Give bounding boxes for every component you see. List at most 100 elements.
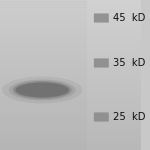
Bar [0, 39, 141, 40]
Bar [0, 129, 141, 130]
Bar [0, 111, 87, 112]
Bar [0, 77, 87, 78]
Bar [0, 148, 141, 149]
Bar [0, 34, 141, 35]
Bar [0, 41, 87, 42]
Bar [0, 104, 87, 105]
Bar [0, 70, 87, 71]
Bar [0, 97, 87, 98]
Bar [0, 56, 87, 57]
Bar [0, 100, 87, 101]
Bar [0, 36, 141, 37]
Bar [0, 119, 141, 120]
Bar [0, 67, 87, 68]
Bar [0, 88, 87, 89]
Bar [0, 134, 87, 135]
Bar [0, 85, 141, 86]
Bar [0, 45, 87, 46]
Bar [0, 122, 87, 123]
Bar [0, 46, 87, 47]
Bar [0, 110, 141, 111]
Bar [0, 40, 87, 41]
Bar [0, 74, 141, 75]
Bar [0, 93, 141, 94]
Bar [0, 55, 87, 56]
Bar [0, 92, 87, 93]
Bar [0, 16, 87, 17]
Bar [0, 130, 87, 131]
Bar [0, 17, 141, 18]
Bar [0, 61, 141, 62]
Bar [0, 114, 87, 115]
Bar [0, 135, 141, 136]
Bar [0, 134, 141, 135]
Bar [0, 44, 87, 45]
Bar [0, 64, 141, 65]
Bar [0, 37, 87, 38]
Bar [0, 21, 141, 22]
Bar [0, 19, 87, 20]
Bar [0, 94, 87, 95]
Bar [0, 50, 141, 51]
Bar [0, 85, 87, 86]
Bar [0, 26, 87, 27]
Ellipse shape [2, 76, 82, 103]
Bar [0, 83, 87, 84]
Bar [0, 73, 141, 74]
Bar [0, 32, 87, 33]
Bar [0, 108, 141, 109]
Bar [0, 86, 87, 87]
Bar [0, 115, 141, 116]
Bar [0, 53, 141, 54]
Bar [0, 46, 141, 47]
Bar [0, 27, 87, 28]
Bar [0, 14, 87, 15]
Bar [0, 112, 87, 113]
FancyBboxPatch shape [94, 112, 109, 122]
Bar [0, 94, 141, 95]
Bar [0, 34, 87, 35]
Bar [0, 107, 141, 108]
Bar [0, 70, 141, 71]
Bar [0, 139, 141, 140]
Bar [0, 40, 141, 41]
Bar [0, 113, 141, 114]
Bar [0, 144, 87, 145]
Bar [0, 82, 141, 83]
Bar [0, 74, 87, 75]
Bar [0, 22, 141, 23]
Bar [0, 103, 141, 104]
Bar [0, 112, 141, 113]
Bar [0, 116, 87, 117]
Bar [0, 5, 141, 6]
Bar [0, 83, 141, 84]
Bar [0, 0, 141, 1]
Bar [0, 54, 141, 55]
Bar [0, 126, 87, 127]
Bar [0, 120, 141, 121]
Bar [0, 30, 87, 31]
Bar [0, 81, 141, 82]
Bar [0, 120, 87, 121]
Bar [0, 121, 87, 122]
Bar [0, 92, 141, 93]
Bar [0, 138, 87, 139]
Bar [0, 33, 141, 34]
Bar [0, 60, 87, 61]
Bar [0, 91, 87, 92]
Bar [0, 145, 87, 146]
Bar [0, 98, 87, 99]
Bar [0, 58, 87, 59]
Bar [0, 140, 87, 141]
Bar [0, 42, 141, 43]
Bar [0, 21, 87, 22]
Bar [0, 95, 87, 96]
Bar [0, 29, 141, 30]
Bar [0, 35, 141, 36]
Bar [0, 141, 87, 142]
Bar [0, 89, 87, 90]
Bar [0, 11, 87, 12]
Bar [0, 137, 141, 138]
Bar [0, 53, 87, 54]
Bar [0, 62, 141, 63]
